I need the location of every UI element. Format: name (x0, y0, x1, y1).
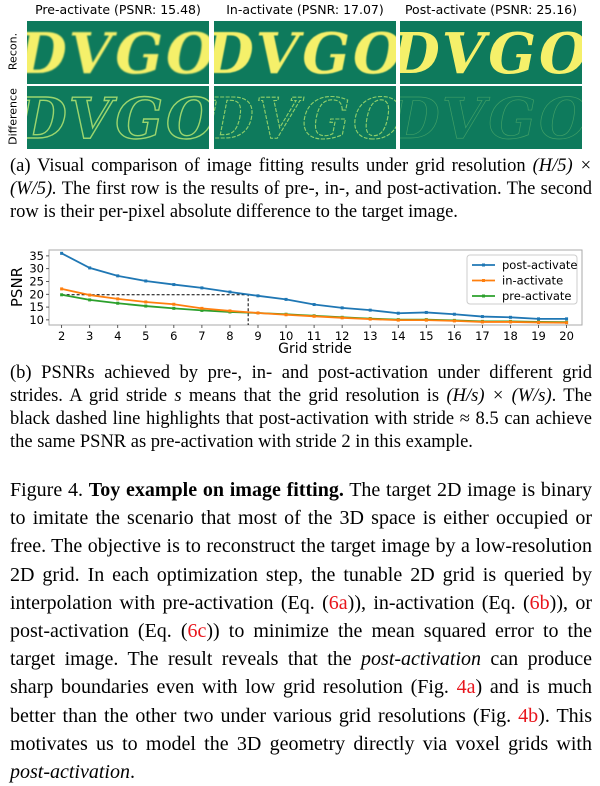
caption-a-math-w: (W/5). (10, 179, 57, 199)
dvgo-difference-image: DVGO (400, 86, 582, 149)
caption-a-text-rest: The first row is the results of pre-, in… (10, 179, 592, 222)
caption-text: )) to minimize the mean squared error to… (10, 620, 592, 671)
x-tick-label: 20 (559, 329, 574, 343)
caption-a-math-h: (H/5) × (532, 156, 592, 176)
difference-panel-pre-activate: DVGO (27, 86, 209, 149)
x-tick-label: 7 (198, 329, 205, 343)
figure-label: Figure 4. (10, 479, 83, 501)
caption-b-text: (b) PSNRs achieved by pre-, in- and post… (10, 363, 592, 406)
svg-text:DVGO: DVGO (214, 86, 396, 149)
column-title-in-activate: In-activate (PSNR: 17.07) (226, 2, 384, 17)
recon-panel-post-activate: DVGO (400, 21, 582, 84)
caption-figure-4a: (a) Visual comparison of image fitting r… (10, 155, 592, 224)
emphasis-post-activation: post-activation (361, 648, 482, 671)
y-tick-label: 30 (29, 262, 44, 276)
emphasis-post-activation: post-activation (10, 761, 130, 784)
x-tick-label: 5 (142, 329, 149, 343)
x-tick-label: 9 (254, 329, 261, 343)
svg-text:DVGO: DVGO (27, 86, 209, 149)
x-tick-label: 18 (503, 329, 518, 343)
x-tick-label: 12 (335, 329, 350, 343)
caption-text: )), or post-activation (Eq. ( (10, 591, 592, 643)
figure-title: Toy example on image fitting. (88, 479, 344, 501)
svg-text:DVGO: DVGO (400, 21, 582, 84)
recon-panel-in-activate: DVGO (214, 21, 396, 84)
difference-panel-in-activate: DVGO (214, 86, 396, 149)
x-tick-label: 17 (475, 329, 490, 343)
svg-text:DVGO: DVGO (27, 21, 209, 84)
x-tick-label: 19 (531, 329, 546, 343)
caption-text: can produce sharp boundaries even with l… (10, 648, 592, 699)
y-tick-label: 25 (29, 274, 44, 288)
legend-box (466, 254, 578, 305)
legend-label-pre-activate: pre-activate (502, 289, 572, 303)
y-tick-label: 35 (29, 249, 44, 263)
figure-ref-4b[interactable]: 4b (518, 704, 539, 727)
x-tick-label: 14 (391, 329, 406, 343)
caption-b-math: (H/s) × (W/s) (446, 386, 552, 406)
recon-panel-pre-activate: DVGO (27, 21, 209, 84)
x-tick-label: 16 (447, 329, 462, 343)
x-tick-label: 6 (170, 329, 177, 343)
caption-a-text: (a) Visual comparison of image fitting r… (10, 156, 533, 176)
x-tick-label: 11 (307, 329, 322, 343)
equation-ref-6c[interactable]: 6c (187, 620, 207, 643)
figure-4-caption: Figure 4. Toy example on image fitting. … (10, 476, 592, 786)
x-tick-label: 8 (226, 329, 233, 343)
svg-text:DVGO: DVGO (214, 21, 396, 84)
figure-4b-psnr-chart: 10 15 20 25 30 35 2 3 4 5 6 7 8 9 10 11 12 13 14 15 16 17 18 1… (0, 240, 600, 358)
x-axis-ticks: 2 3 4 5 6 7 8 9 10 11 12 13 14 15 16 17 18 19 20 (58, 325, 574, 343)
x-tick-label: 10 (279, 329, 294, 343)
x-tick-label: 13 (363, 329, 378, 343)
caption-text: )), in-activation (Eq. ( (347, 591, 530, 614)
x-tick-label: 2 (58, 329, 65, 343)
caption-figure-4b: (b) PSNRs achieved by pre-, in- and post… (10, 362, 592, 454)
legend-label-post-activate: post-activate (502, 258, 578, 272)
dvgo-recon-sharp-image: DVGO (400, 21, 582, 84)
figure-ref-4a[interactable]: 4a (456, 676, 476, 699)
x-axis-label: Grid stride (278, 341, 352, 357)
x-tick-label: 4 (114, 329, 121, 343)
y-tick-label: 20 (29, 287, 44, 301)
dvgo-difference-image: DVGO (27, 86, 209, 149)
y-axis-label: PSNR (8, 267, 26, 307)
equation-ref-6a[interactable]: 6a (328, 591, 348, 614)
caption-text: The target 2D image is binary to imitate… (10, 479, 593, 614)
dvgo-difference-image: DVGO (214, 86, 396, 149)
dvgo-recon-blurry-image: DVGO (27, 21, 209, 84)
x-tick-label: 15 (419, 329, 434, 343)
column-title-post-activate: Post-activate (PSNR: 25.16) (404, 2, 578, 17)
equation-ref-6b[interactable]: 6b (529, 591, 550, 614)
legend-label-in-activate: in-activate (502, 274, 563, 288)
row-label-recon: Recon. (6, 32, 20, 71)
row-label-difference: Difference (6, 88, 20, 145)
caption-text: ). This motivates us to model the 3D geo… (10, 704, 593, 755)
dvgo-recon-image: DVGO (214, 21, 396, 84)
caption-b-text: . The black dashed line highlights that … (10, 386, 592, 452)
column-title-pre-activate: Pre-activate (PSNR: 15.48) (35, 2, 201, 17)
difference-panel-post-activate: DVGO (400, 86, 582, 149)
x-tick-label: 3 (86, 329, 93, 343)
y-tick-label: 10 (29, 313, 44, 327)
svg-text:DVGO: DVGO (400, 86, 582, 149)
caption-b-var-s: s (174, 386, 182, 406)
figure-4a: Pre-activate (PSNR: 15.48) In-activate (… (0, 0, 600, 152)
series-lines (60, 251, 569, 325)
caption-text: . (129, 761, 135, 784)
caption-text: ) and is much better than the other two … (10, 676, 593, 727)
caption-b-text: means that the grid resolution is (181, 386, 447, 406)
y-tick-label: 15 (29, 300, 44, 314)
